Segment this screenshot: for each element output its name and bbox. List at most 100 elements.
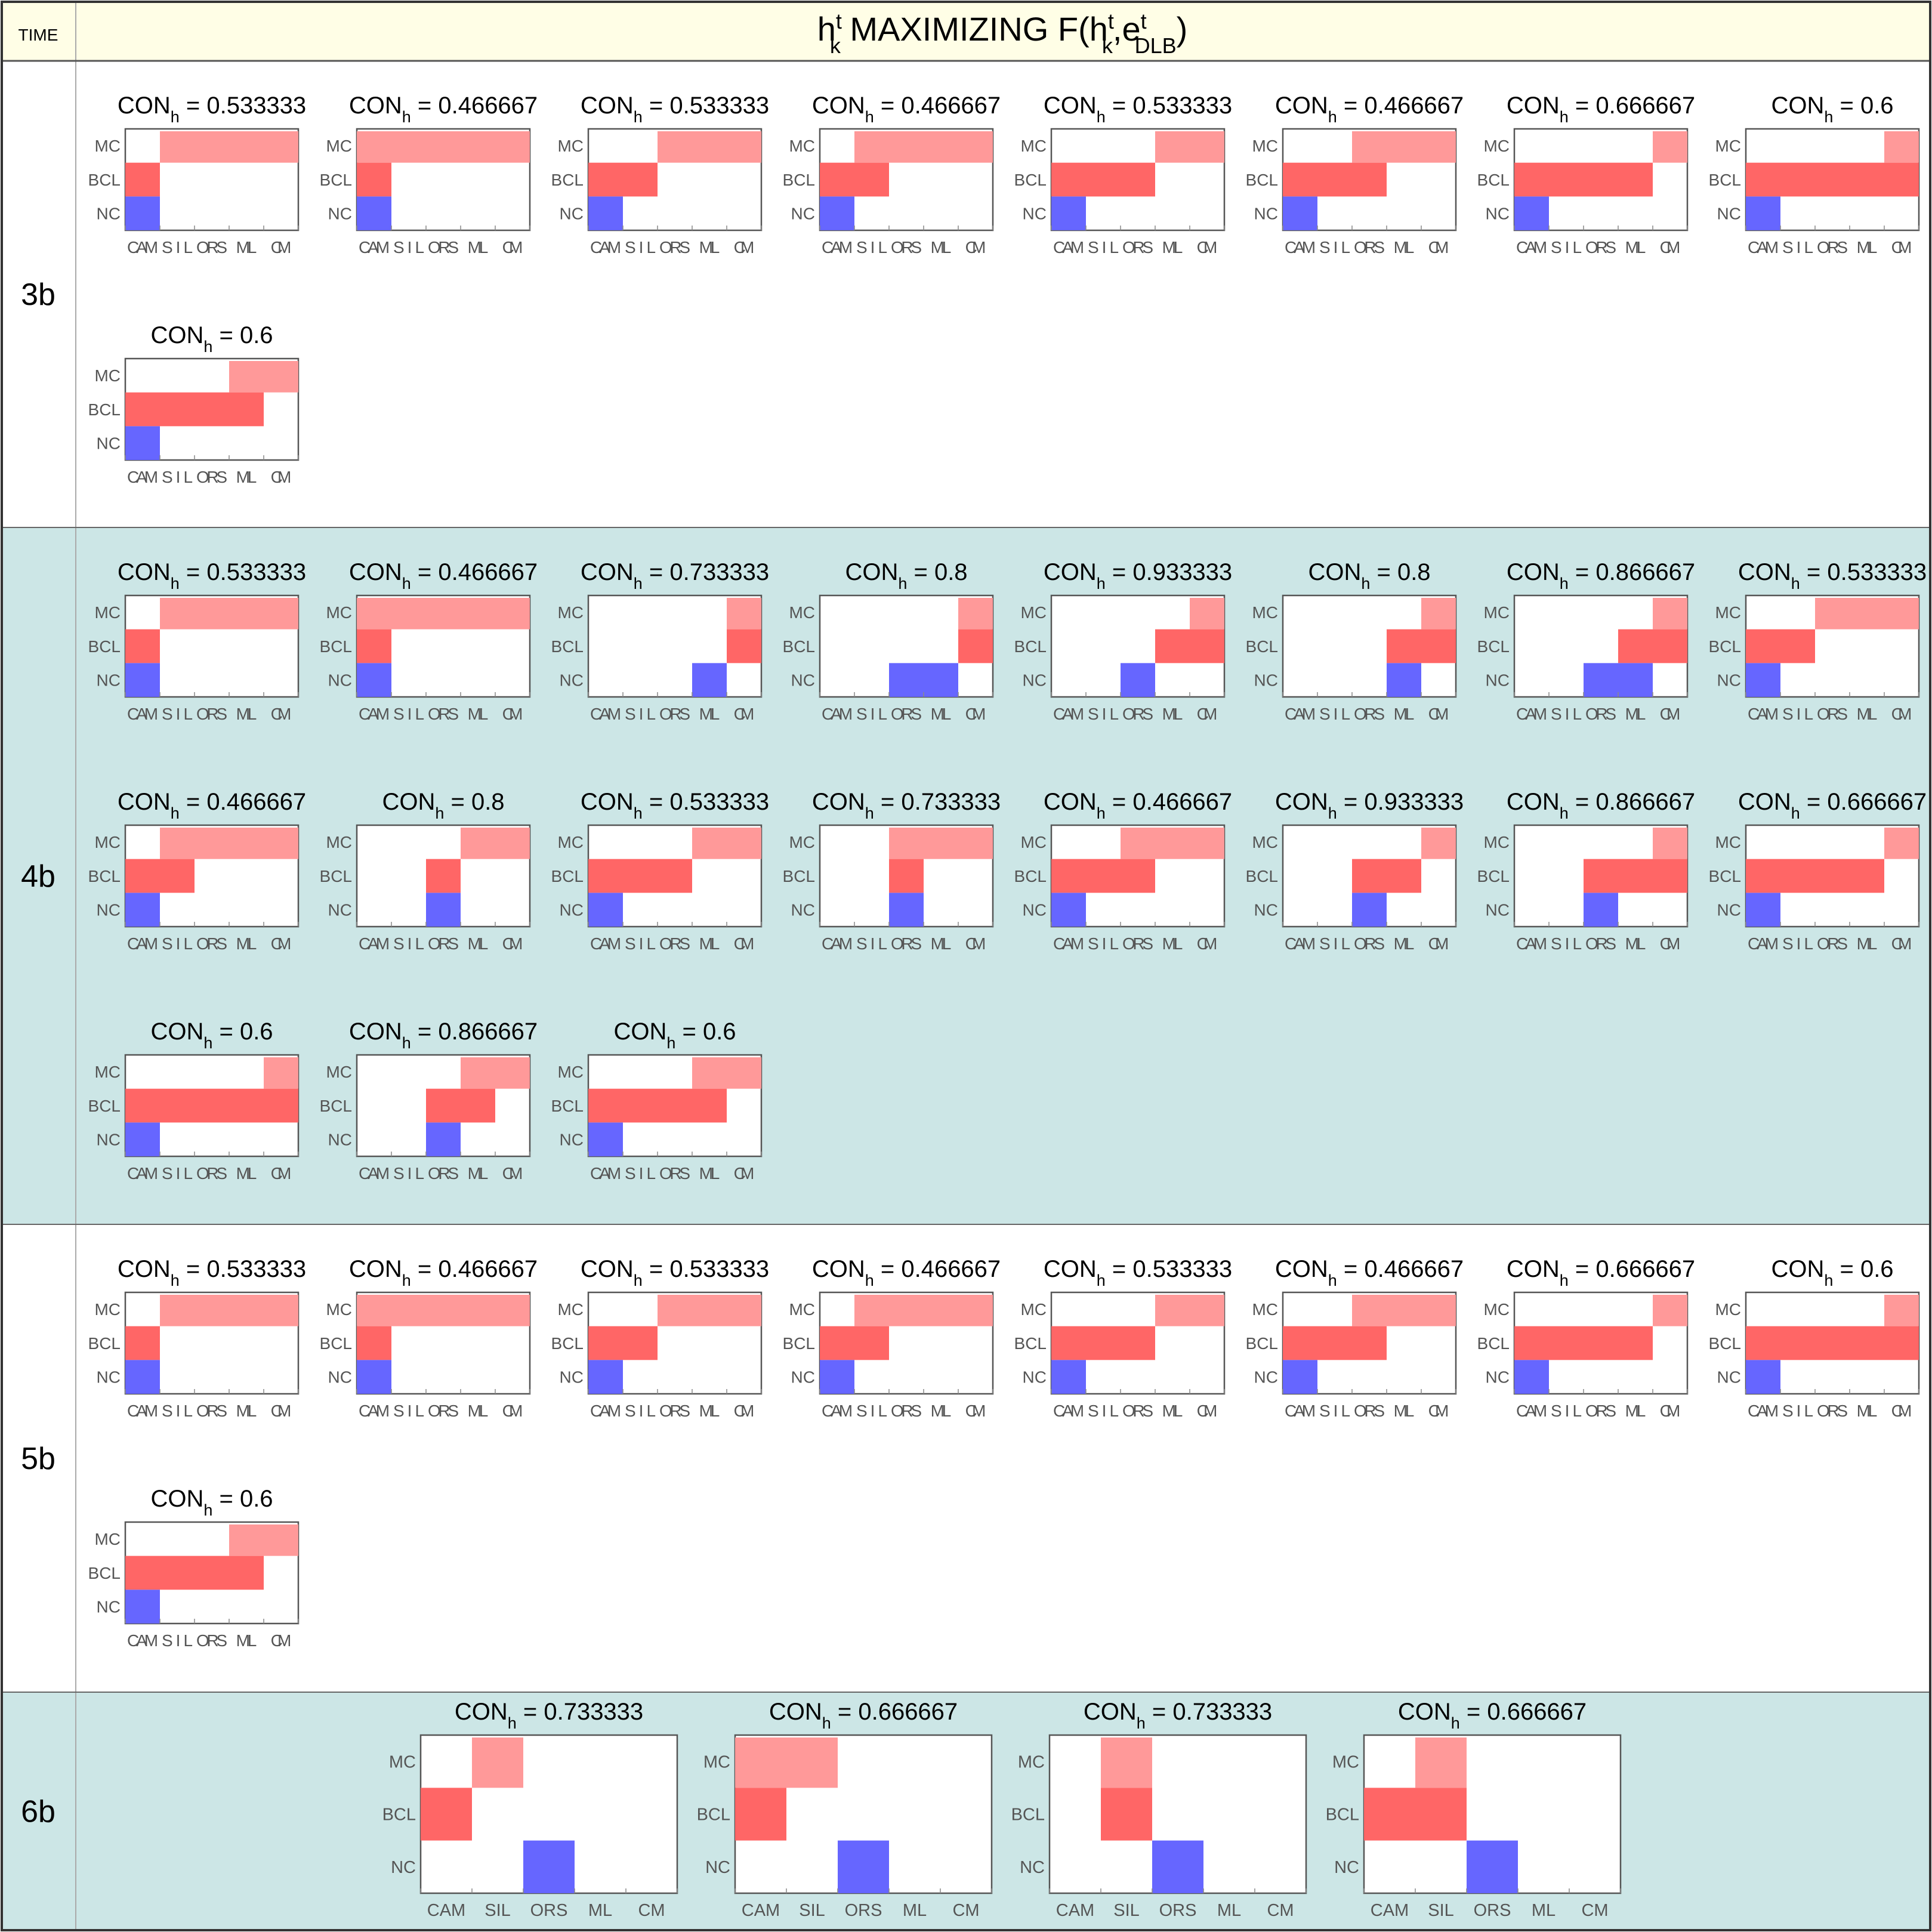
row-label-mc: MC xyxy=(1715,603,1741,622)
column-label-cm: CM xyxy=(502,1164,523,1183)
panel-title: CONh = 0.466667 xyxy=(1044,789,1232,822)
column-label-cm: CM xyxy=(965,1402,986,1420)
row-label-nc: NC xyxy=(328,1130,352,1149)
column-label-cam: CAM xyxy=(127,1631,158,1650)
row-label-mc: MC xyxy=(1483,1300,1510,1319)
column-label-sil: SIL xyxy=(162,468,193,486)
cell-mc xyxy=(1653,1295,1687,1326)
row-label-bcl: BCL xyxy=(1246,867,1278,885)
panel-4b-6: CONh = 0.8 MC BCL NC CAM SIL ORS ML CM xyxy=(1246,559,1457,723)
column-label-ors: ORS xyxy=(428,705,459,723)
column-label-ml: ML xyxy=(699,1402,720,1420)
column-label-ors: ORS xyxy=(659,238,690,257)
cell-mc xyxy=(160,131,298,163)
panel-title: CONh = 0.933333 xyxy=(1044,559,1232,592)
column-label-ors: ORS xyxy=(196,1631,227,1650)
cell-nc xyxy=(588,1360,623,1394)
cell-mc xyxy=(692,1057,761,1089)
cell-mc xyxy=(735,1737,838,1788)
panel-5b-4: CONh = 0.466667 MC BCL NC CAM SIL ORS ML CM xyxy=(783,1256,1001,1420)
row-label-bcl: BCL xyxy=(88,1564,121,1582)
panel-5b-1: CONh = 0.533333 MC BCL NC CAM SIL ORS ML CM xyxy=(88,1256,307,1420)
column-label-sil: SIL xyxy=(625,238,656,257)
cell-nc xyxy=(357,663,391,697)
column-label-cm: CM xyxy=(1428,934,1449,953)
column-label-cm: CM xyxy=(502,238,523,257)
column-label-cam: CAM xyxy=(1748,705,1779,723)
column-label-ors: ORS xyxy=(428,1164,459,1183)
row-label-mc: MC xyxy=(789,1300,815,1319)
column-label-cm: CM xyxy=(965,705,986,723)
column-label-sil: SIL xyxy=(1319,934,1350,953)
row-label-nc: NC xyxy=(791,671,815,689)
column-label-ml: ML xyxy=(1162,1402,1183,1420)
column-label-ors: ORS xyxy=(659,1402,690,1420)
panel-title: CONh = 0.533333 xyxy=(581,789,769,822)
row-label-nc: NC xyxy=(1486,204,1510,223)
cell-mc xyxy=(958,598,993,629)
panel-title: CONh = 0.6 xyxy=(613,1019,736,1052)
column-label-ml: ML xyxy=(468,1164,489,1183)
column-label-ors: ORS xyxy=(659,705,690,723)
row-label-bcl: BCL xyxy=(1709,1334,1741,1353)
column-label-cm: CM xyxy=(1891,705,1912,723)
column-label-cam: CAM xyxy=(359,705,390,723)
column-label-cm: CM xyxy=(734,1164,755,1183)
panel-4b-11: CONh = 0.533333 MC BCL NC CAM SIL ORS ML CM xyxy=(551,789,770,953)
row-label-bcl: BCL xyxy=(551,1097,584,1115)
cell-nc xyxy=(125,426,160,460)
cell-mc xyxy=(1352,1295,1456,1326)
column-label-cam: CAM xyxy=(1053,1402,1084,1420)
row-label-bcl: BCL xyxy=(1326,1806,1359,1825)
column-label-cam: CAM xyxy=(1748,238,1779,257)
row-label-nc: NC xyxy=(1254,1368,1278,1386)
row-label-bcl: BCL xyxy=(88,1097,121,1115)
cell-bcl xyxy=(125,629,160,663)
column-label-ml: ML xyxy=(468,934,489,953)
panel-3b-9: CONh = 0.6 MC BCL NC CAM SIL ORS ML CM xyxy=(88,322,300,486)
row-label-nc: NC xyxy=(1717,204,1741,223)
cell-nc xyxy=(1467,1840,1518,1893)
row-label-mc: MC xyxy=(389,1752,416,1771)
column-label-cm: CM xyxy=(734,705,755,723)
column-label-ml: ML xyxy=(468,705,489,723)
cell-bcl xyxy=(1746,162,1919,197)
column-label-sil: SIL xyxy=(1088,238,1119,257)
column-label-sil: SIL xyxy=(625,1164,656,1183)
panel-5b-2: CONh = 0.466667 MC BCL NC CAM SIL ORS ML CM xyxy=(320,1256,538,1420)
cell-mc xyxy=(692,828,761,859)
cell-bcl xyxy=(1283,162,1387,197)
column-label-sil: SIL xyxy=(162,934,193,953)
panel-4b-16: CONh = 0.666667 MC BCL NC CAM SIL ORS ML CM xyxy=(1709,789,1927,953)
panel-title: CONh = 0.466667 xyxy=(812,1256,1001,1289)
column-label-cm: CM xyxy=(271,705,292,723)
column-label-cm: CM xyxy=(1581,1901,1608,1920)
panel-5b-7: CONh = 0.666667 MC BCL NC CAM SIL ORS ML CM xyxy=(1477,1256,1696,1420)
cell-nc xyxy=(426,1122,461,1156)
column-label-ors: ORS xyxy=(891,934,922,953)
row-label-mc: MC xyxy=(1252,833,1278,851)
column-label-cm: CM xyxy=(1660,705,1681,723)
row-label-mc: MC xyxy=(94,137,121,155)
column-label-cm: CM xyxy=(1660,238,1681,257)
column-label-sil: SIL xyxy=(1782,934,1813,953)
cell-nc xyxy=(1514,1360,1549,1394)
cell-mc xyxy=(357,1295,530,1326)
cell-bcl xyxy=(125,1556,264,1590)
cell-bcl xyxy=(1387,629,1456,663)
column-label-cam: CAM xyxy=(1748,1402,1779,1420)
column-label-cam: CAM xyxy=(1516,934,1547,953)
row-label-nc: NC xyxy=(560,204,584,223)
column-label-sil: SIL xyxy=(484,1901,511,1920)
column-label-cm: CM xyxy=(502,1402,523,1420)
column-label-cm: CM xyxy=(271,934,292,953)
cell-nc xyxy=(1746,1360,1780,1394)
cell-bcl xyxy=(1155,629,1224,663)
column-label-ors: ORS xyxy=(1122,238,1153,257)
cell-mc xyxy=(1190,598,1224,629)
row-label-nc: NC xyxy=(791,204,815,223)
row-label-nc: NC xyxy=(97,1368,121,1386)
cell-bcl xyxy=(1618,629,1687,663)
panel-6b-1: CONh = 0.733333 MC BCL NC CAM SIL ORS ML CM xyxy=(382,1699,678,1920)
